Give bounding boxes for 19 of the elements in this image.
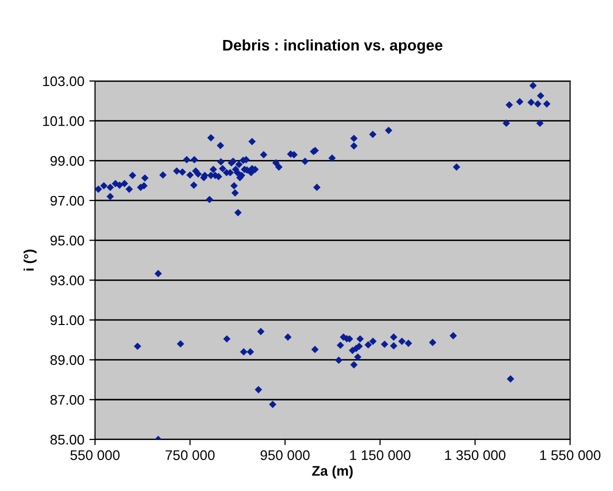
y-tick-label: 99.00 [50, 156, 84, 166]
x-tick-label: 1 350 000 [445, 450, 506, 460]
y-tick-label: 91.00 [50, 315, 84, 326]
y-tick-label: 87.00 [50, 394, 84, 405]
y-axis-title: i (°) [24, 250, 37, 271]
chart-title: Debris : inclination vs. apogee [223, 39, 442, 54]
y-tick-label: 95.00 [50, 236, 84, 246]
y-tick-label: 97.00 [50, 196, 84, 206]
x-tick-label: 950 000 [260, 450, 310, 460]
x-tick-label: 1 150 000 [350, 450, 410, 460]
y-tick-label: 85.00 [50, 434, 84, 445]
x-axis-title: Za (m) [312, 466, 353, 479]
y-tick-label: 103.00 [43, 76, 84, 86]
x-tick-label: 550 000 [70, 450, 120, 460]
x-tick-label: 1 550 000 [540, 450, 600, 460]
y-tick-label: 93.00 [50, 275, 84, 286]
y-tick-label: 89.00 [50, 355, 84, 365]
y-tick-label: 101.00 [43, 116, 84, 126]
x-tick-label: 750 000 [166, 450, 215, 460]
